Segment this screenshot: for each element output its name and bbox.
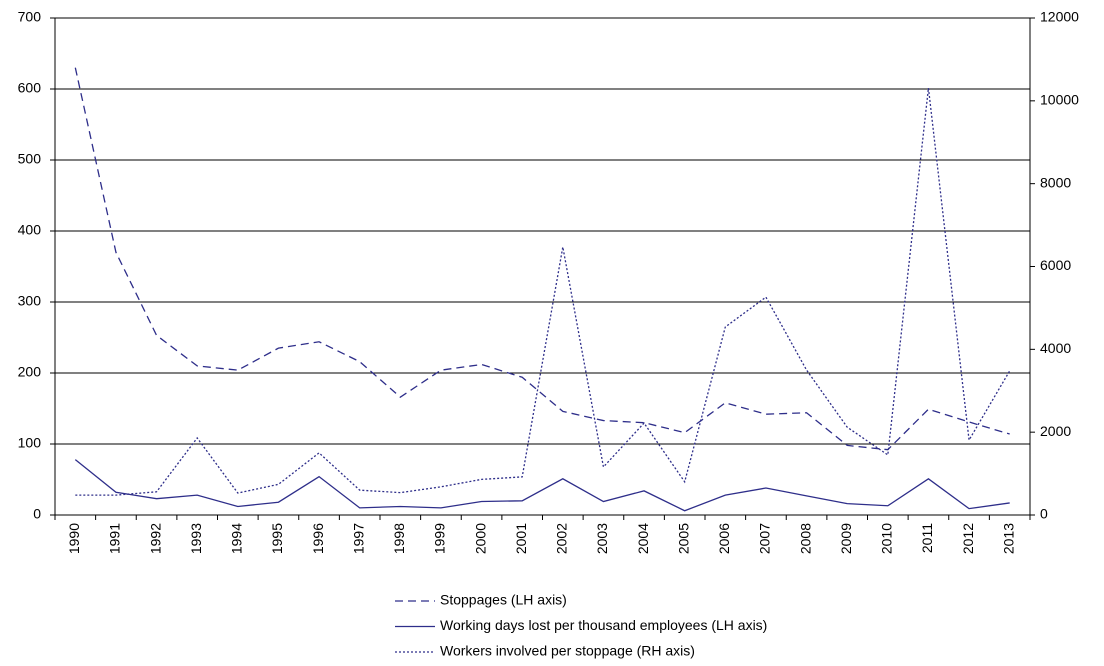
x-tick-label: 1996 bbox=[310, 523, 326, 554]
y-tick-label: 500 bbox=[18, 151, 42, 167]
legend-label: Working days lost per thousand employees… bbox=[440, 617, 767, 633]
legend-label: Workers involved per stoppage (RH axis) bbox=[440, 643, 695, 659]
x-tick-label: 2009 bbox=[838, 523, 854, 554]
x-tick-label: 2005 bbox=[675, 523, 691, 554]
x-tick-label: 1992 bbox=[147, 523, 163, 554]
x-tick-label: 2010 bbox=[879, 523, 895, 554]
x-tick-label: 1998 bbox=[391, 523, 407, 554]
series-line bbox=[74, 67, 1010, 451]
y2-tick-label: 8000 bbox=[1040, 174, 1071, 190]
x-tick-label: 2001 bbox=[513, 523, 529, 554]
series-line bbox=[75, 87, 1011, 496]
x-tick-label: 2011 bbox=[919, 523, 935, 553]
x-tick-label: 2004 bbox=[635, 523, 651, 554]
x-tick-label: 1993 bbox=[188, 523, 204, 554]
x-tick-label: 1999 bbox=[432, 523, 448, 554]
y2-tick-label: 0 bbox=[1040, 506, 1048, 522]
x-tick-label: 2013 bbox=[1000, 523, 1016, 554]
y2-tick-label: 6000 bbox=[1040, 257, 1071, 273]
x-tick-label: 1994 bbox=[229, 523, 245, 554]
legend-label: Stoppages (LH axis) bbox=[440, 592, 567, 608]
y2-tick-label: 12000 bbox=[1040, 9, 1079, 25]
x-tick-label: 2003 bbox=[594, 523, 610, 554]
y-tick-label: 0 bbox=[33, 506, 41, 522]
x-tick-label: 1991 bbox=[107, 523, 123, 554]
x-tick-label: 2012 bbox=[960, 523, 976, 554]
y-tick-label: 300 bbox=[18, 293, 42, 309]
x-tick-label: 1995 bbox=[269, 523, 285, 554]
y2-tick-label: 4000 bbox=[1040, 340, 1071, 356]
series-line bbox=[74, 459, 1010, 512]
y-tick-label: 700 bbox=[18, 9, 42, 25]
x-tick-label: 2002 bbox=[554, 523, 570, 554]
x-tick-label: 2008 bbox=[797, 523, 813, 554]
y-tick-label: 100 bbox=[18, 435, 42, 451]
x-tick-label: 2006 bbox=[716, 523, 732, 554]
x-tick-label: 2000 bbox=[472, 523, 488, 554]
y-tick-label: 200 bbox=[18, 364, 42, 380]
y-tick-label: 600 bbox=[18, 80, 42, 96]
y-tick-label: 400 bbox=[18, 222, 42, 238]
x-tick-label: 1997 bbox=[350, 523, 366, 554]
y2-tick-label: 2000 bbox=[1040, 423, 1071, 439]
x-tick-label: 2007 bbox=[757, 523, 773, 554]
y2-tick-label: 10000 bbox=[1040, 92, 1079, 108]
x-tick-label: 1990 bbox=[66, 523, 82, 554]
